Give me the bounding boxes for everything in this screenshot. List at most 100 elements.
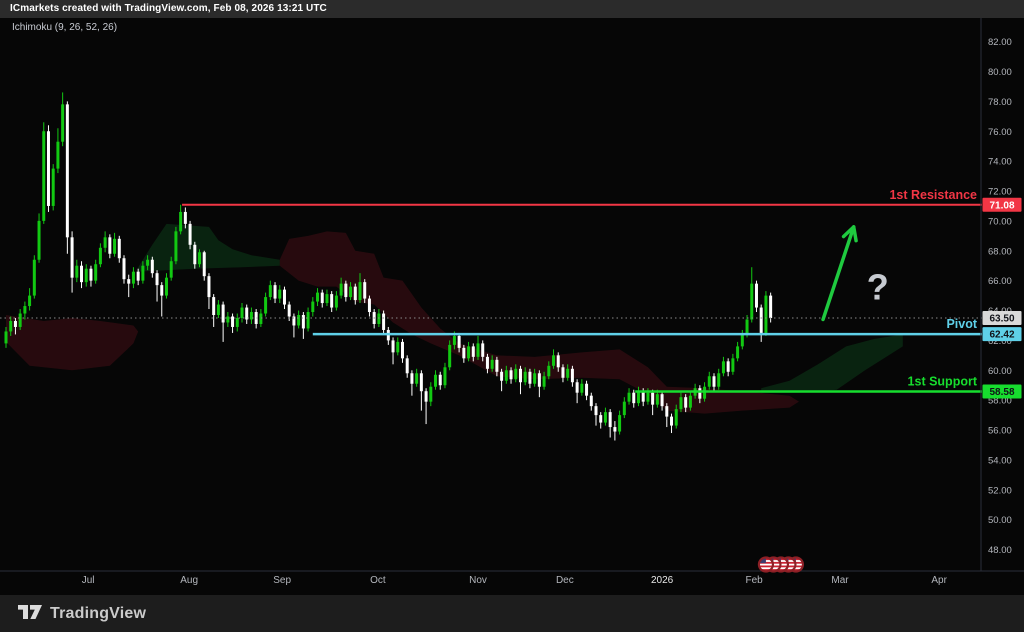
candle[interactable] [627,388,631,405]
candle[interactable] [259,309,263,327]
candle[interactable] [150,256,154,278]
candle[interactable] [89,265,93,287]
candle[interactable] [481,340,485,362]
candle[interactable] [443,362,447,389]
time-axis[interactable]: Jul Aug Sep Oct Nov Dec 2026 Feb Mar Apr [82,575,948,586]
candle[interactable] [556,352,560,372]
candle[interactable] [46,125,50,212]
candle[interactable] [764,291,768,336]
candle[interactable] [485,353,489,374]
candle[interactable] [504,365,508,384]
candle[interactable] [382,310,386,335]
candle[interactable] [561,364,565,383]
candle[interactable] [518,365,522,395]
candle[interactable] [528,368,532,389]
candle[interactable] [599,412,603,429]
candle[interactable] [608,409,612,438]
candle[interactable] [698,385,702,404]
candle[interactable] [179,204,183,235]
candle[interactable] [216,300,220,318]
candle[interactable] [618,410,622,435]
candle[interactable] [231,313,235,333]
candle[interactable] [4,326,8,348]
candle[interactable] [9,316,13,336]
candle[interactable] [98,243,102,268]
candle[interactable] [476,335,480,360]
candle[interactable] [358,273,362,304]
candle[interactable] [80,261,84,289]
candle[interactable] [740,329,744,350]
candle[interactable] [594,403,598,426]
price-axis[interactable]: 82.00 80.00 78.00 76.00 74.00 72.00 70.00 68.00… [988,37,1012,556]
candle[interactable] [297,310,301,329]
candle[interactable] [169,256,173,281]
candle[interactable] [636,386,640,407]
candle[interactable] [320,289,324,308]
candle[interactable] [292,313,296,338]
candle[interactable] [353,283,357,305]
candle[interactable] [533,368,537,387]
candle[interactable] [330,291,334,313]
candle[interactable] [37,213,41,263]
candle[interactable] [580,379,584,396]
candle[interactable] [707,371,711,390]
trend-arrow-drawing[interactable] [821,225,858,322]
candle[interactable] [339,277,343,299]
candle[interactable] [94,259,98,284]
candle[interactable] [136,268,140,286]
candle[interactable] [721,356,725,377]
candle[interactable] [726,358,730,377]
candle[interactable] [240,303,244,323]
candle[interactable] [448,340,452,371]
candle[interactable] [372,309,376,329]
candle[interactable] [438,371,442,390]
candle[interactable] [42,122,46,224]
candle[interactable] [542,371,546,390]
candle[interactable] [245,304,249,324]
candle[interactable] [391,337,395,365]
candle[interactable] [226,312,230,327]
candle[interactable] [349,282,353,301]
candle[interactable] [712,373,716,392]
candle[interactable] [688,391,692,411]
candle[interactable] [490,355,494,372]
candle[interactable] [306,307,310,332]
candle[interactable] [193,241,197,269]
candle[interactable] [570,365,574,387]
candle[interactable] [603,407,607,426]
candle[interactable] [731,353,735,375]
candle[interactable] [18,309,22,330]
candle[interactable] [131,267,135,289]
candle[interactable] [632,389,636,408]
candle[interactable] [750,267,754,323]
candle[interactable] [660,391,664,411]
candle[interactable] [155,270,159,302]
candle[interactable] [717,368,721,390]
candle[interactable] [405,355,409,378]
candle[interactable] [13,318,17,335]
candle[interactable] [754,280,758,313]
candle[interactable] [235,313,239,332]
candle[interactable] [514,364,518,383]
question-mark-drawing[interactable]: ? [867,267,889,308]
candle[interactable] [268,280,272,301]
candle[interactable] [589,392,593,411]
candle[interactable] [434,370,438,390]
candle[interactable] [160,282,164,317]
candle[interactable] [249,307,253,324]
candle[interactable] [367,295,371,317]
candle[interactable] [146,255,150,271]
candle[interactable] [198,249,202,268]
candle[interactable] [188,220,192,250]
candle[interactable] [202,250,206,281]
candle[interactable] [471,343,475,362]
candle[interactable] [221,301,225,342]
candle[interactable] [396,337,400,356]
candle[interactable] [75,259,79,283]
candle[interactable] [509,367,513,384]
candle[interactable] [28,288,32,311]
candle[interactable] [254,309,258,329]
candle[interactable] [674,404,678,429]
candle[interactable] [386,326,390,345]
candle[interactable] [23,301,27,320]
